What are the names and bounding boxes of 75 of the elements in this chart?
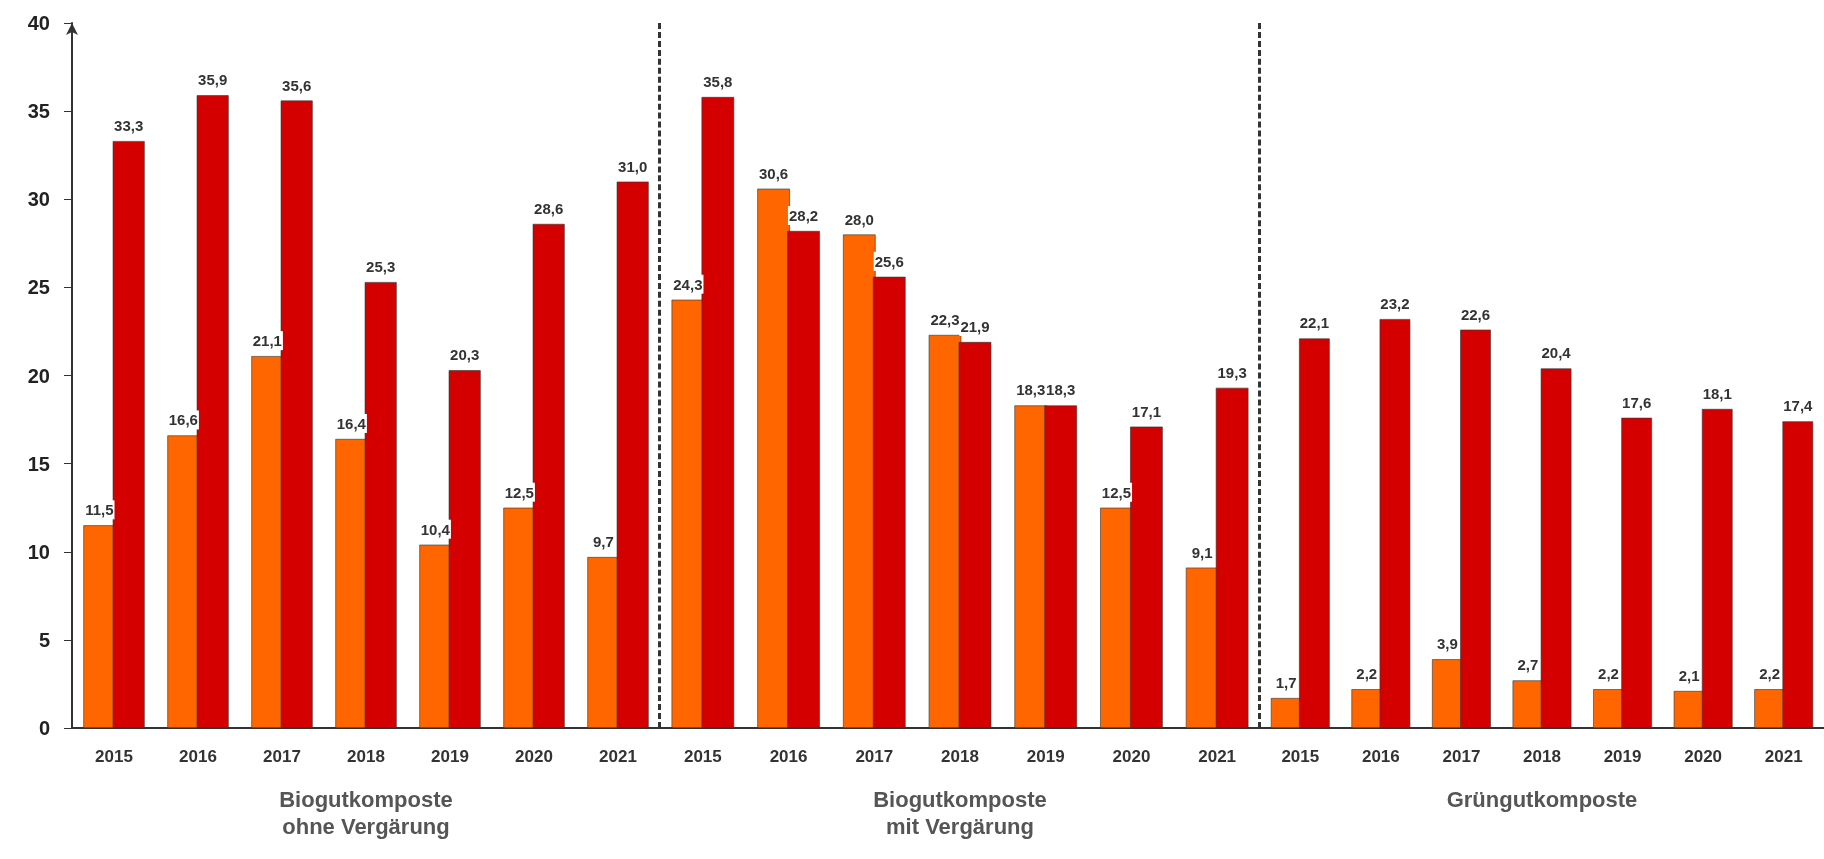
data-label: 9,7 xyxy=(592,533,614,551)
y-tick-label: 15 xyxy=(27,452,50,475)
x-axis-title: Biogutkomposte ohne Vergärung xyxy=(279,787,453,839)
data-label: 21,1 xyxy=(252,332,282,350)
x-tick-label: 2019 xyxy=(1603,747,1642,766)
data-label: 20,3 xyxy=(450,346,480,364)
y-tick-label: 25 xyxy=(27,276,50,299)
x-tick-label: 2017 xyxy=(263,747,301,766)
x-tick-label: 2015 xyxy=(683,747,722,766)
data-label: 22,3 xyxy=(930,310,960,328)
data-label: 28,6 xyxy=(534,199,564,217)
data-label: 2,2 xyxy=(1356,665,1378,683)
x-tick-label: 2020 xyxy=(515,747,553,766)
data-label: 2,2 xyxy=(1598,665,1619,683)
data-label: 35,8 xyxy=(703,73,733,91)
data-label: 22,1 xyxy=(1299,314,1329,332)
x-tick-label: 2018 xyxy=(347,747,385,766)
x-tick-label: 2017 xyxy=(855,747,894,766)
x-tick-label: 2016 xyxy=(1361,747,1400,766)
data-label: 12,5 xyxy=(1101,483,1132,501)
data-label: 31,0 xyxy=(618,157,648,175)
data-label: 23,2 xyxy=(1380,295,1410,313)
data-label: 1,7 xyxy=(1275,674,1297,692)
data-label: 17,6 xyxy=(1622,393,1652,411)
data-label: 17,1 xyxy=(1131,402,1162,420)
x-tick-label: 2020 xyxy=(1112,747,1151,766)
data-label: 25,3 xyxy=(366,258,396,276)
data-label: 28,2 xyxy=(788,206,819,224)
data-label: 11,5 xyxy=(85,501,114,519)
x-tick-label: 2020 xyxy=(1684,747,1723,766)
data-label: 30,6 xyxy=(758,164,789,182)
data-label: 10,4 xyxy=(420,520,451,538)
data-label: 18,3 xyxy=(1046,381,1076,399)
x-tick-label: 2015 xyxy=(95,747,133,766)
x-tick-label: 2021 xyxy=(599,747,637,766)
data-label: 18,1 xyxy=(1702,384,1732,402)
data-label: 2,1 xyxy=(1678,666,1700,684)
data-label: 12,5 xyxy=(504,483,534,501)
y-tick-label: 35 xyxy=(27,100,50,123)
data-label: 18,3 xyxy=(1016,381,1046,399)
y-tick-label: 0 xyxy=(38,717,50,739)
data-label: 19,3 xyxy=(1217,363,1247,381)
x-axis-title: Biogutkomposte mit Vergärung xyxy=(873,787,1047,839)
y-tick-label: 40 xyxy=(27,12,50,34)
data-label: 17,4 xyxy=(1783,397,1814,415)
data-label: 35,9 xyxy=(198,71,228,89)
y-tick-label: 20 xyxy=(27,364,50,387)
x-tick-label: 2019 xyxy=(1026,747,1065,766)
data-label: 35,6 xyxy=(282,76,312,94)
x-tick-label: 2016 xyxy=(769,747,808,766)
data-label: 25,6 xyxy=(874,252,904,270)
data-label: 3,9 xyxy=(1436,635,1458,653)
data-label: 9,1 xyxy=(1191,543,1213,561)
data-label: 2,2 xyxy=(1759,665,1781,683)
x-tick-label: 2015 xyxy=(1281,747,1320,766)
data-label: 21,9 xyxy=(960,318,990,336)
y-tick-label: 5 xyxy=(38,628,50,651)
data-label: 28,0 xyxy=(844,210,874,228)
data-label: 24,3 xyxy=(673,275,703,293)
data-label: 2,7 xyxy=(1517,656,1539,674)
x-tick-label: 2021 xyxy=(1198,747,1237,766)
x-tick-label: 2017 xyxy=(1442,747,1481,766)
x-tick-label: 2016 xyxy=(179,747,217,766)
x-tick-label: 2019 xyxy=(431,747,469,766)
data-label: 20,4 xyxy=(1541,344,1572,362)
data-label: 16,6 xyxy=(168,411,198,429)
y-tick-label: 10 xyxy=(27,540,50,563)
x-axis-title: Grüngutkomposte xyxy=(1446,787,1638,812)
data-label: 16,4 xyxy=(336,414,367,432)
x-tick-label: 2021 xyxy=(1764,747,1803,766)
x-tick-label: 2018 xyxy=(1523,747,1561,766)
x-tick-label: 2018 xyxy=(941,747,979,766)
y-tick-label: 30 xyxy=(27,188,50,211)
data-label: 33,3 xyxy=(114,117,144,135)
data-label: 22,6 xyxy=(1460,305,1491,323)
